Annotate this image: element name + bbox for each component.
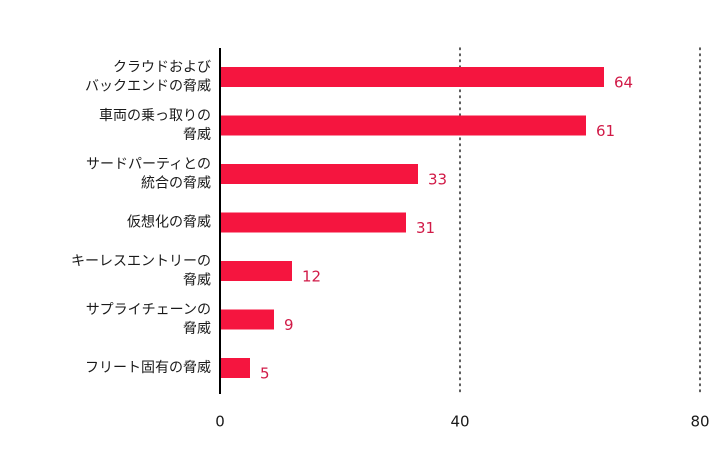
category-label-line: 統合の脅威 xyxy=(141,176,211,192)
value-label-4: 12 xyxy=(302,268,321,286)
category-label-5: サプライチェーンの脅威 xyxy=(86,302,211,337)
category-label-line: バックエンドの脅威 xyxy=(85,79,211,95)
bar-4 xyxy=(220,261,292,281)
category-labels: クラウドおよびバックエンドの脅威車両の乗っ取りの脅威サードパーティとの統合の脅威… xyxy=(71,60,211,377)
category-label-4: キーレスエントリーの脅威 xyxy=(71,254,211,289)
category-label-2: サードパーティとの統合の脅威 xyxy=(86,157,211,192)
bar-0 xyxy=(220,67,604,87)
x-axis-ticks: 0 40 80 xyxy=(215,413,709,431)
value-labels: 64 61 33 31 12 9 5 xyxy=(260,74,633,383)
category-label-line: 脅威 xyxy=(183,321,211,337)
bar-5 xyxy=(220,309,274,330)
bar-6 xyxy=(220,358,250,378)
x-tick-label-40: 40 xyxy=(450,413,469,431)
value-label-5: 9 xyxy=(284,316,294,334)
x-tick-label-80: 80 xyxy=(690,413,709,431)
category-label-6: フリート固有の脅威 xyxy=(85,360,211,376)
category-label-line: 脅威 xyxy=(183,127,211,143)
category-label-line: クラウドおよび xyxy=(113,60,211,76)
category-label-line: 仮想化の脅威 xyxy=(127,215,211,231)
value-label-6: 5 xyxy=(260,365,270,383)
category-label-3: 仮想化の脅威 xyxy=(127,215,211,231)
value-label-0: 64 xyxy=(614,74,633,92)
value-label-3: 31 xyxy=(416,219,435,237)
category-label-line: 車両の乗っ取りの xyxy=(99,107,211,124)
category-label-line: 脅威 xyxy=(183,273,211,289)
gridlines xyxy=(459,47,701,395)
bar-3 xyxy=(220,212,406,233)
category-label-1: 車両の乗っ取りの脅威 xyxy=(99,107,211,143)
category-label-0: クラウドおよびバックエンドの脅威 xyxy=(85,60,211,95)
bar-1 xyxy=(220,115,586,136)
category-label-line: キーレスエントリーの xyxy=(71,254,211,270)
x-tick-label-0: 0 xyxy=(215,413,225,431)
value-label-1: 61 xyxy=(596,122,615,140)
category-label-line: フリート固有の脅威 xyxy=(85,360,211,376)
value-label-2: 33 xyxy=(428,171,447,189)
bar-2 xyxy=(220,164,418,184)
bars xyxy=(220,67,604,378)
category-label-line: サードパーティとの xyxy=(86,157,211,173)
category-label-line: サプライチェーンの xyxy=(86,302,211,318)
